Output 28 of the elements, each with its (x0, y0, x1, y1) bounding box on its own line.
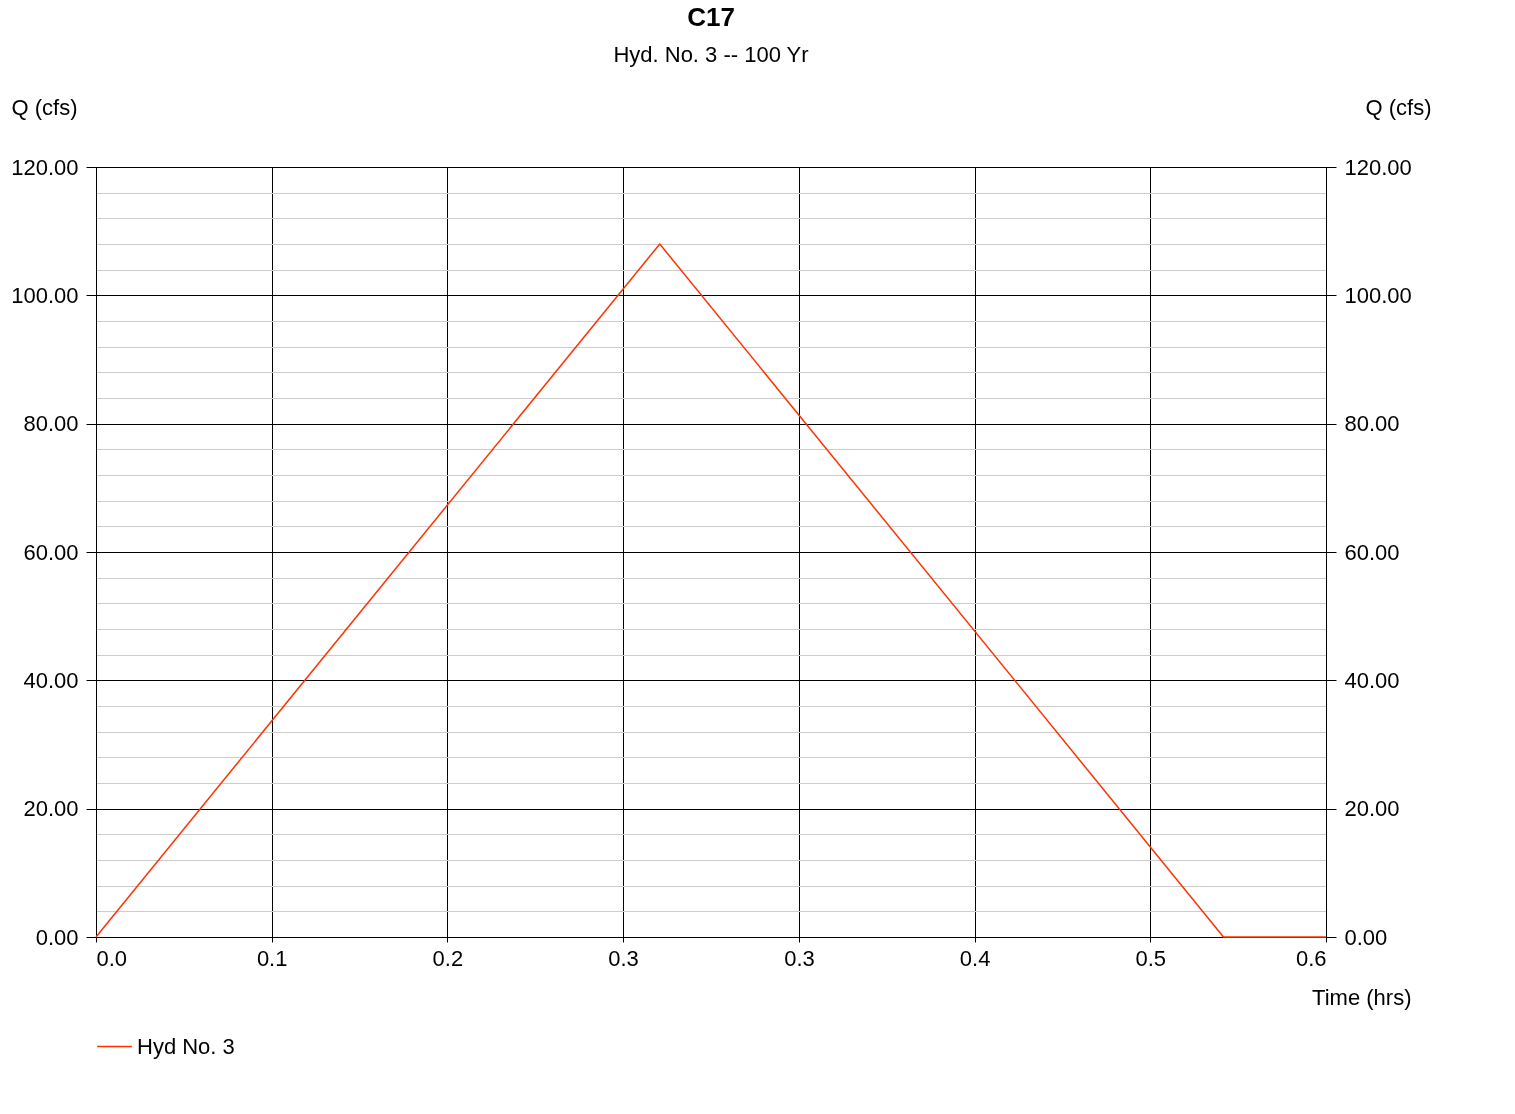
x-axis-title: Time (hrs) (1312, 984, 1412, 1010)
legend-label: Hyd No. 3 (137, 1033, 235, 1059)
x-tick-label: 0.5 (1135, 945, 1167, 971)
y2-tick-label: 100.00 (1344, 282, 1412, 308)
chart-subtitle: Hyd. No. 3 -- 100 Yr (613, 42, 809, 67)
x-tick-label: 0.1 (256, 945, 288, 971)
y-tick-label: 120.00 (11, 154, 79, 180)
y-tick-label: 40.00 (23, 667, 79, 693)
y-tick-label: 100.00 (11, 282, 79, 308)
x-tick-label: 0.2 (432, 945, 464, 971)
y2-tick-label: 60.00 (1344, 539, 1400, 565)
y-tick-label: 60.00 (23, 539, 79, 565)
y2-axis-title: Q (cfs) (1365, 94, 1432, 120)
y2-tick-label: 40.00 (1344, 667, 1400, 693)
y2-tick-label: 120.00 (1344, 154, 1412, 180)
y-axis-title: Q (cfs) (11, 94, 78, 120)
y2-tick-label: 80.00 (1344, 411, 1400, 437)
y2-tick-label: 20.00 (1344, 796, 1400, 822)
x-tick-label: 0.3 (784, 945, 815, 971)
y-tick-label: 0.00 (35, 924, 79, 950)
x-tick-label: 0.0 (96, 945, 128, 971)
y2-tick-label: 0.00 (1344, 924, 1388, 950)
y-tick-label: 80.00 (23, 411, 79, 437)
x-tick-label: 0.3 (608, 945, 639, 971)
chart-title: C17 (687, 2, 735, 32)
x-tick-label: 0.6 (1295, 945, 1327, 971)
y-tick-label: 20.00 (23, 796, 79, 822)
x-tick-label: 0.4 (959, 945, 991, 971)
